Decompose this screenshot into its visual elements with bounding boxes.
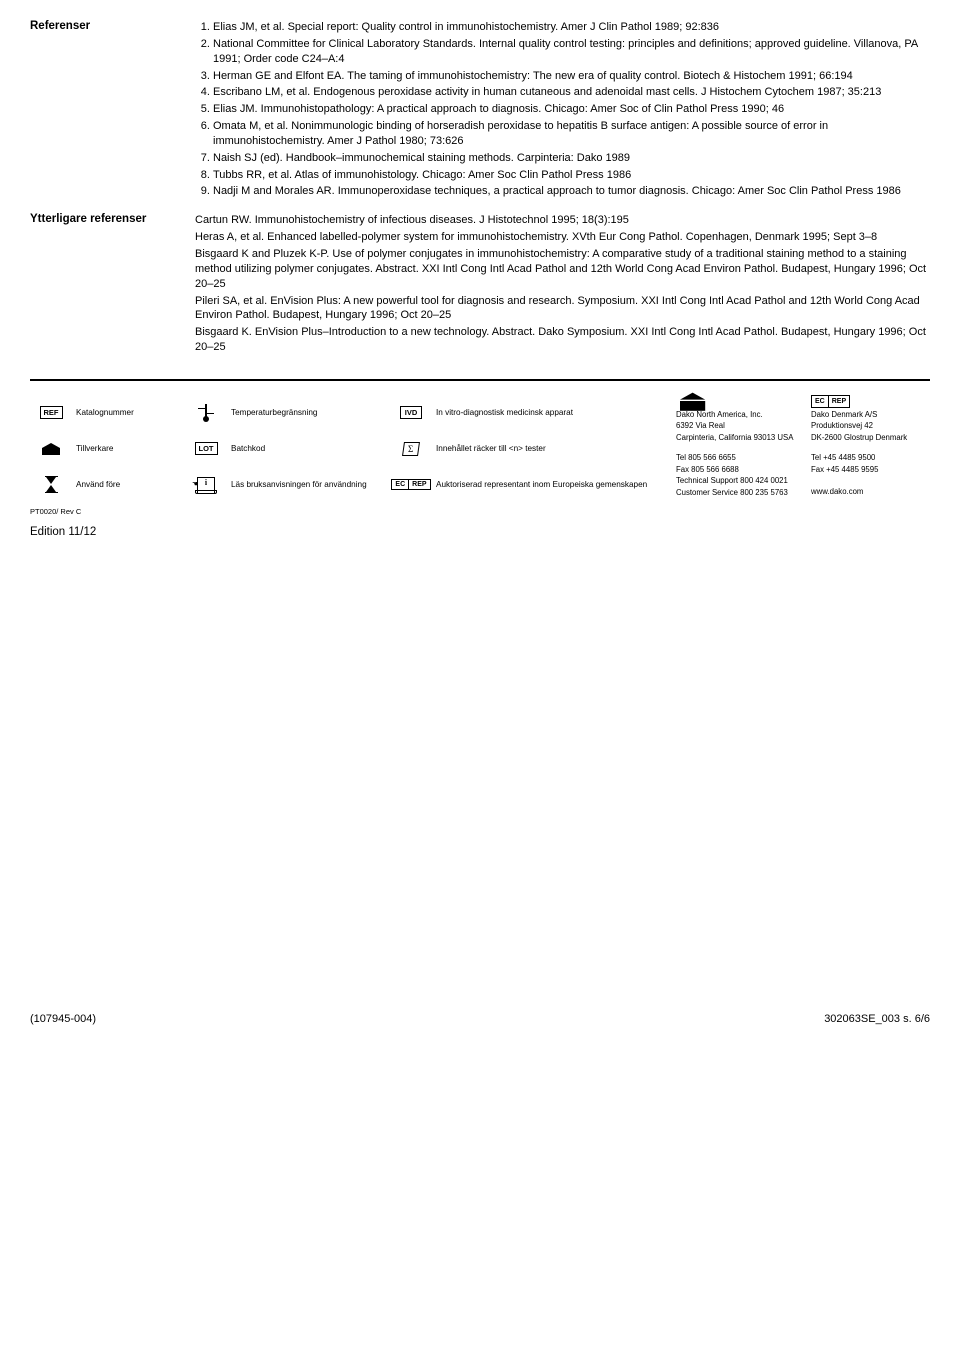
- reference-item: Naish SJ (ed). Handbook–immunochemical s…: [213, 151, 930, 166]
- legend-expiry-text: Använd före: [72, 480, 120, 489]
- references-section: Referenser Elias JM, et al. Special repo…: [30, 20, 930, 201]
- us-tech: Technical Support 800 424 0021: [676, 476, 795, 487]
- legend-ivd: IVD In vitro-diagnostisk medicinsk appar…: [390, 395, 670, 431]
- lot-symbol: LOT: [195, 442, 218, 455]
- reference-item: Nadji M and Morales AR. Immunoperoxidase…: [213, 184, 930, 199]
- legend-lot: LOT Batchkod: [185, 431, 390, 467]
- additional-references-section: Ytterligare referenser Cartun RW. Immuno…: [30, 213, 930, 357]
- contact-us: Dako North America, Inc. 6392 Via Real C…: [676, 395, 795, 503]
- additional-reference-item: Bisgaard K. EnVision Plus–Introduction t…: [195, 325, 930, 355]
- additional-reference-item: Pileri SA, et al. EnVision Plus: A new p…: [195, 294, 930, 324]
- reference-item: Elias JM, et al. Special report: Quality…: [213, 20, 930, 35]
- us-cust: Customer Service 800 235 5763: [676, 488, 795, 499]
- reference-item: Elias JM. Immunohistopathology: A practi…: [213, 102, 930, 117]
- legend-lot-text: Batchkod: [227, 444, 265, 453]
- us-name: Dako North America, Inc.: [676, 410, 795, 421]
- reference-item: Escribano LM, et al. Endogenous peroxida…: [213, 85, 930, 100]
- section-divider: [30, 379, 930, 381]
- ecrep-symbol: ECREP: [391, 479, 430, 490]
- reference-item: National Committee for Clinical Laborato…: [213, 37, 930, 67]
- ecrep-symbol: ECREP: [811, 395, 850, 408]
- ref-symbol: REF: [40, 406, 63, 419]
- ivd-symbol: IVD: [400, 406, 423, 419]
- dk-addr1: Produktionsvej 42: [811, 421, 930, 432]
- legend-ref-text: Katalognummer: [72, 408, 134, 417]
- contact-block: Dako North America, Inc. 6392 Via Real C…: [676, 395, 930, 503]
- manufacturer-icon: [42, 443, 60, 455]
- symbol-legend: REF Katalognummer Temperaturbegränsning …: [30, 395, 930, 503]
- additional-references-content: Cartun RW. Immunohistochemistry of infec…: [195, 213, 930, 357]
- additional-reference-item: Cartun RW. Immunohistochemistry of infec…: [195, 213, 930, 228]
- legend-temp: Temperaturbegränsning: [185, 395, 390, 431]
- reference-item: Tubbs RR, et al. Atlas of immunohistolog…: [213, 168, 930, 183]
- dk-name: Dako Denmark A/S: [811, 410, 930, 421]
- booklet-icon: i☚: [197, 477, 215, 493]
- manufacturer-icon: [680, 392, 705, 409]
- hourglass-icon: [46, 477, 57, 492]
- us-addr2: Carpinteria, California 93013 USA: [676, 433, 795, 444]
- dk-addr2: DK-2600 Glostrup Denmark: [811, 433, 930, 444]
- references-content: Elias JM, et al. Special report: Quality…: [195, 20, 930, 201]
- legend-ecrep: ECREP Auktoriserad representant inom Eur…: [390, 467, 670, 503]
- legend-sigma-text: Innehållet räcker till <n> tester: [432, 444, 546, 453]
- edition-text: Edition 11/12: [30, 526, 930, 538]
- footer-right: 302063SE_003 s. 6/6: [824, 1013, 930, 1025]
- additional-references-label: Ytterligare referenser: [30, 213, 195, 357]
- dk-tel: Tel +45 4485 9500: [811, 453, 930, 464]
- references-label: Referenser: [30, 20, 195, 201]
- footer-left: (107945-004): [30, 1013, 96, 1025]
- reference-item: Herman GE and Elfont EA. The taming of i…: [213, 69, 930, 84]
- reference-item: Omata M, et al. Nonimmunologic binding o…: [213, 119, 930, 149]
- legend-sigma: Σ Innehållet räcker till <n> tester: [390, 431, 670, 467]
- thermometer-icon: [196, 404, 216, 422]
- legend-temp-text: Temperaturbegränsning: [227, 408, 317, 417]
- sigma-icon: Σ: [402, 442, 420, 456]
- legend-mfr-text: Tillverkare: [72, 444, 113, 453]
- page-footer: (107945-004) 302063SE_003 s. 6/6: [30, 1013, 930, 1025]
- us-addr1: 6392 Via Real: [676, 421, 795, 432]
- legend-manufacturer: Tillverkare: [30, 431, 185, 467]
- legend-grid: REF Katalognummer Temperaturbegränsning …: [30, 395, 670, 503]
- dk-web: www.dako.com: [811, 487, 930, 498]
- legend-ecrep-text: Auktoriserad representant inom Europeisk…: [432, 480, 647, 489]
- references-list: Elias JM, et al. Special report: Quality…: [195, 20, 930, 199]
- legend-expiry: Använd före: [30, 467, 185, 503]
- legend-ivd-text: In vitro-diagnostisk medicinsk apparat: [432, 408, 573, 417]
- dk-fax: Fax +45 4485 9595: [811, 465, 930, 476]
- legend-ifu-text: Läs bruksanvisningen för användning: [227, 480, 367, 489]
- us-tel: Tel 805 566 6655: [676, 453, 795, 464]
- additional-reference-item: Heras A, et al. Enhanced labelled-polyme…: [195, 230, 930, 245]
- legend-ifu: i☚ Läs bruksanvisningen för användning: [185, 467, 390, 503]
- additional-reference-item: Bisgaard K and Pluzek K-P. Use of polyme…: [195, 247, 930, 292]
- document-revision: PT0020/ Rev C: [30, 507, 930, 516]
- us-fax: Fax 805 566 6688: [676, 465, 795, 476]
- legend-ref: REF Katalognummer: [30, 395, 185, 431]
- contact-dk: ECREP Dako Denmark A/S Produktionsvej 42…: [811, 395, 930, 503]
